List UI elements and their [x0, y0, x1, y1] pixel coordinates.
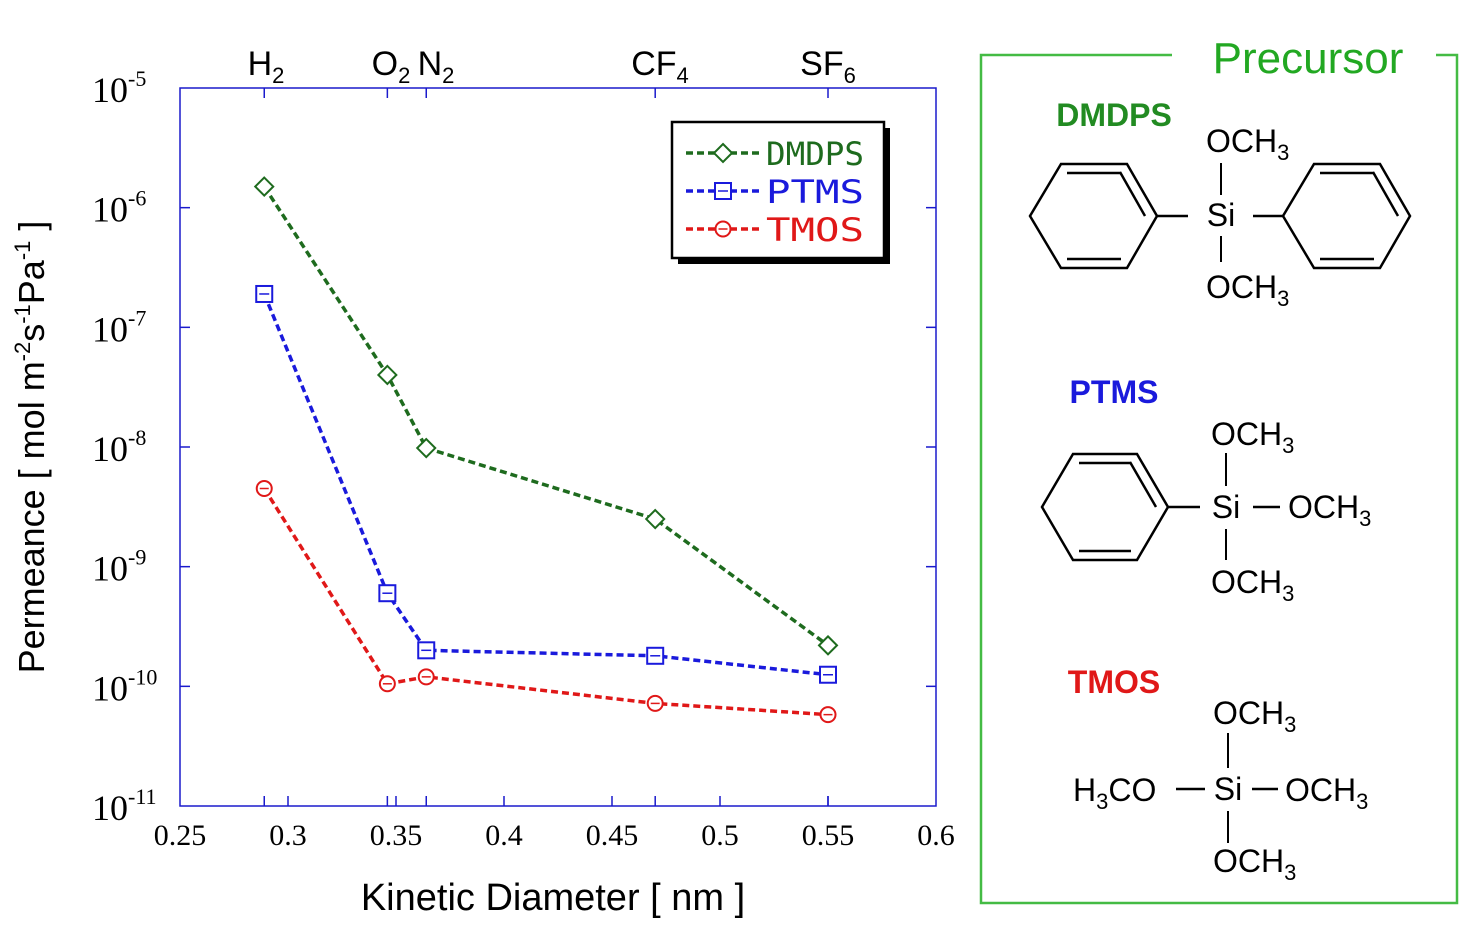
och3-top-dmdps: OCH3 — [1206, 123, 1289, 165]
data-point-dmdps — [817, 634, 839, 656]
legend-label: PTMS — [766, 173, 864, 211]
y-tick-label: 10-7 — [92, 305, 146, 349]
och3-top-ptms: OCH3 — [1211, 416, 1294, 458]
y-tick-label: 10-5 — [92, 66, 146, 110]
data-point-ptms — [255, 284, 274, 303]
top-gas-label: SF6 — [800, 45, 856, 88]
och3-right-ptms: OCH3 — [1288, 489, 1371, 531]
series-line-dmdps — [262, 185, 830, 647]
x-tick-label: 0.35 — [370, 819, 423, 852]
x-tick-label: 0.3 — [269, 819, 307, 852]
molecule-tmos: TMOS H3CO Si OCH3 OCH3 OCH3 — [1068, 664, 1369, 885]
molecule-name-dmdps: DMDPS — [1056, 97, 1172, 133]
data-point-ptms — [417, 641, 436, 660]
si-atom-tmos: Si — [1214, 771, 1242, 807]
y-title-exp3: -1 — [10, 241, 35, 261]
molecule-name-ptms: PTMS — [1070, 374, 1159, 410]
y-tick-label: 10-9 — [92, 545, 146, 589]
y-title-mid: s — [11, 324, 52, 342]
data-point-tmos — [417, 668, 435, 686]
data-point-ptms — [646, 646, 665, 665]
x-axis: 0.25 0.3 0.35 0.4 0.45 0.5 0.55 0.6 — [154, 796, 955, 852]
legend-marker — [712, 142, 734, 164]
legend-label: TMOS — [766, 211, 864, 249]
x-tick-label: 0.5 — [701, 819, 739, 852]
data-point-ptms — [819, 665, 837, 684]
x-tick-label: 0.4 — [485, 819, 523, 852]
y-axis-title: Permeance [ mol m-2s-1Pa-1 ] — [10, 221, 52, 674]
series-ptms — [255, 284, 837, 684]
y-axis: 10-5 10-6 10-7 10-8 10-9 10-10 10-11 — [92, 66, 936, 828]
data-point-dmdps — [644, 508, 666, 530]
och3-right-tmos: OCH3 — [1285, 772, 1368, 814]
legend-box — [670, 120, 886, 260]
molecule-ptms: PTMS Si OCH3 OCH3 OCH3 — [1040, 374, 1371, 606]
legend-label: DMDPS — [766, 135, 864, 173]
legend-marker — [714, 220, 732, 238]
data-point-tmos — [255, 479, 273, 497]
molecule-dmdps: DMDPS Si OCH3 OCH3 — [1028, 97, 1412, 311]
data-point-tmos — [819, 706, 837, 724]
x-tick-label: 0.6 — [917, 819, 955, 852]
och3-bottom-ptms: OCH3 — [1211, 564, 1294, 606]
precursor-panel: Precursor DMDPS Si OCH3 OCH3 — [979, 34, 1459, 905]
top-gas-label: N2 — [418, 45, 455, 88]
y-title-base: Permeance [ mol m — [11, 361, 52, 673]
data-point-dmdps — [253, 176, 275, 198]
series-dmdps — [253, 176, 839, 656]
data-point-ptms — [378, 584, 397, 603]
y-title-exp1: -2 — [10, 342, 35, 362]
top-gas-label: CF4 — [631, 45, 689, 88]
series-layer — [253, 176, 839, 724]
precursor-title: Precursor — [1213, 34, 1404, 83]
x-tick-label: 0.45 — [586, 819, 639, 852]
h3co-left-tmos: H3CO — [1073, 772, 1156, 814]
y-tick-label: 10-10 — [92, 664, 157, 708]
molecule-name-tmos: TMOS — [1068, 664, 1160, 700]
data-point-dmdps — [415, 437, 437, 459]
top-gas-label: H2 — [248, 45, 285, 88]
x-tick-label: 0.55 — [802, 819, 855, 852]
x-tick-label: 0.25 — [154, 819, 207, 852]
y-tick-label: 10-8 — [92, 425, 146, 469]
y-tick-label: 10-6 — [92, 186, 146, 230]
phenyl-ring-ptms — [1040, 452, 1170, 562]
data-point-tmos — [378, 675, 396, 693]
phenyl-ring-right — [1281, 162, 1412, 270]
y-title-exp2: -1 — [10, 304, 35, 324]
y-title-end: ] — [11, 221, 52, 241]
series-tmos — [255, 479, 837, 724]
precursor-panel-border — [979, 53, 1459, 905]
legend-marker — [714, 182, 732, 200]
och3-bottom-dmdps: OCH3 — [1206, 269, 1289, 311]
data-point-dmdps — [376, 364, 398, 386]
x-axis-title: Kinetic Diameter [ nm ] — [361, 877, 745, 919]
y-title-mid2: Pa — [11, 259, 52, 304]
top-gas-label: O2 — [372, 45, 411, 88]
series-line-tmos — [262, 487, 829, 717]
top-gas-axis: H2 O2 N2 CF4 SF6 — [248, 45, 856, 806]
och3-top-tmos: OCH3 — [1213, 695, 1296, 737]
y-tick-label: 10-11 — [92, 784, 157, 828]
si-atom-ptms: Si — [1212, 489, 1240, 525]
series-line-ptms — [262, 293, 829, 677]
data-point-tmos — [646, 694, 664, 712]
och3-bottom-tmos: OCH3 — [1213, 843, 1296, 885]
si-atom-dmdps: Si — [1207, 197, 1235, 233]
phenyl-ring-left — [1028, 162, 1159, 270]
